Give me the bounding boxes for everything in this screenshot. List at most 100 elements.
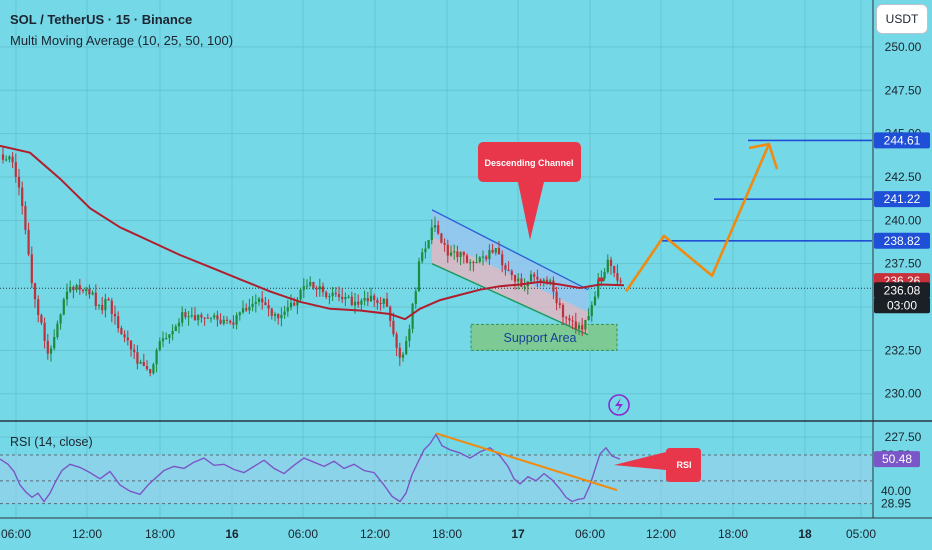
price-label-text: 236.08 — [884, 283, 921, 297]
y-tick-label: 227.50 — [885, 430, 922, 444]
candle-body — [37, 299, 40, 316]
candle-body — [401, 354, 405, 358]
candle-body — [465, 255, 469, 263]
candle-body — [510, 271, 513, 276]
candle-body — [309, 282, 312, 286]
time-axis: 06:00 12:00 18:00 16 06:00 12:00 18:00 17 06:00 1… — [1, 527, 876, 541]
candle-body — [171, 331, 174, 335]
candle-body — [577, 325, 581, 329]
candle-body — [414, 291, 417, 304]
candle-body — [280, 314, 283, 319]
candle-body — [200, 314, 203, 318]
candle-body — [225, 319, 229, 321]
currency-button[interactable]: USDT — [876, 4, 928, 34]
candle-body — [1, 154, 5, 160]
candle-body — [549, 280, 552, 283]
candle-body — [104, 299, 107, 311]
candle-body — [603, 271, 606, 279]
candle-body — [120, 328, 123, 335]
candle-body — [81, 289, 85, 292]
candle-body — [369, 295, 373, 302]
candle-body — [478, 257, 481, 262]
x-tick-label: 18:00 — [145, 527, 175, 541]
candle-body — [165, 337, 168, 339]
candle-body — [385, 298, 389, 307]
candle-body — [437, 225, 440, 234]
y-tick-label: 237.50 — [885, 257, 922, 271]
candle-body — [373, 295, 376, 300]
rsi-tick-label: 40.00 — [881, 484, 911, 498]
candle-body — [62, 299, 65, 315]
candle-body — [363, 298, 366, 301]
candle-body — [158, 341, 161, 350]
candle-body — [65, 291, 69, 300]
candle-body — [366, 298, 369, 302]
candle-body — [30, 254, 33, 284]
candle-body — [520, 278, 523, 287]
candle-body — [536, 276, 539, 280]
candle-body — [254, 302, 257, 304]
callout-layer: Descending Channel — [478, 142, 630, 416]
x-tick-label: 18:00 — [432, 527, 462, 541]
candle-body — [405, 340, 408, 355]
candle-body — [584, 319, 587, 330]
candle-body — [469, 262, 472, 264]
candle-body — [123, 334, 126, 338]
candle-body — [481, 256, 485, 258]
candle-body — [376, 299, 379, 304]
candle-body — [302, 286, 305, 290]
indicator-legend: Multi Moving Average (10, 25, 50, 100) — [10, 33, 234, 48]
candle-body — [261, 298, 264, 303]
candle-body — [264, 302, 267, 306]
candle-body — [142, 361, 145, 366]
x-tick-label: 12:00 — [360, 527, 390, 541]
candle-body — [190, 315, 193, 317]
candle-body — [283, 311, 286, 315]
candle-body — [181, 312, 184, 323]
candle-body — [459, 251, 462, 258]
candle-body — [453, 251, 456, 253]
candle-body — [552, 280, 555, 292]
candle-body — [488, 249, 491, 260]
support-area-zone — [470, 323, 618, 351]
candle-body — [184, 312, 187, 318]
x-tick-label: 18:00 — [718, 527, 748, 541]
candle-body — [232, 322, 235, 325]
candle-body — [293, 302, 296, 306]
price-label-badge — [874, 191, 930, 208]
candle-body — [17, 176, 21, 188]
candle-body — [565, 317, 568, 319]
descending-channel-label: Descending Channel — [484, 158, 573, 168]
price-label-badge — [874, 297, 930, 314]
candle-body — [203, 317, 206, 319]
x-tick-label: 06:00 — [575, 527, 605, 541]
projection-layer — [624, 142, 779, 293]
candle-body — [53, 336, 56, 349]
symbol-title: SOL / TetherUS · 15 · Binance — [10, 12, 193, 27]
y-tick-label: 242.50 — [885, 170, 922, 184]
candle-body — [219, 319, 222, 324]
candle-body — [267, 305, 270, 309]
candle-body — [72, 286, 75, 291]
candle-body — [561, 304, 565, 318]
candle-body — [542, 279, 545, 282]
price-label-badge — [874, 132, 930, 149]
candle-body — [75, 285, 78, 291]
candle-body — [273, 314, 277, 316]
candle-body — [462, 251, 465, 256]
candle-body — [424, 248, 427, 253]
candle-body — [533, 274, 536, 277]
candle-body — [235, 315, 238, 325]
candle-body — [427, 240, 430, 249]
candle-body — [440, 233, 443, 243]
candle-body — [101, 304, 104, 311]
candle-body — [88, 288, 91, 295]
candle-body — [408, 328, 411, 341]
candle-body — [277, 314, 280, 319]
candle-body — [213, 315, 216, 318]
candle-body — [507, 269, 510, 272]
candle-body — [513, 275, 517, 282]
candle-body — [222, 319, 225, 324]
candle-body — [392, 320, 395, 335]
candle-body — [446, 244, 449, 256]
